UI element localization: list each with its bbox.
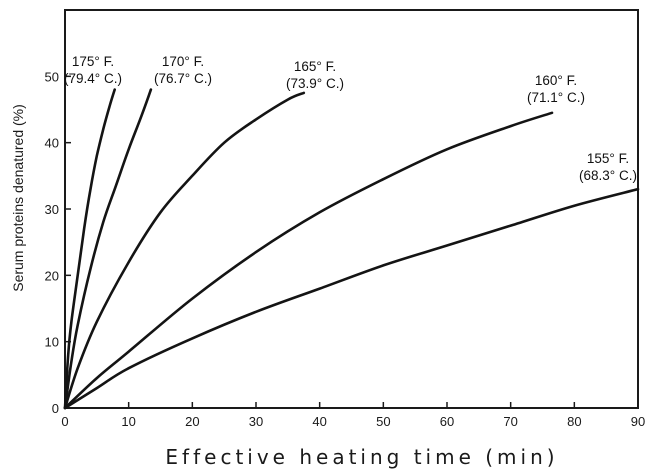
series-label-fahrenheit: 175° F. [72,54,114,69]
y-tick-label: 30 [45,202,59,217]
series-label-fahrenheit: 170° F. [162,54,204,69]
y-tick-label: 10 [45,335,59,350]
x-tick-label: 30 [249,414,263,429]
y-axis-label: Serum proteins denatured (%) [10,104,26,292]
y-tick-label: 50 [45,69,59,84]
x-tick-label: 60 [440,414,454,429]
y-tick-label: 40 [45,136,59,151]
series-label-celsius: (73.9° C.) [286,76,344,91]
x-tick-label: 70 [503,414,517,429]
series-label-celsius: (79.4° C.) [64,71,122,86]
y-tick-label: 20 [45,268,59,283]
series-label-fahrenheit: 160° F. [535,73,577,88]
x-tick-label: 20 [185,414,199,429]
x-tick-label: 80 [567,414,581,429]
y-tick-label: 0 [52,401,59,416]
x-tick-label: 0 [61,414,68,429]
series-label-fahrenheit: 155° F. [587,151,629,166]
series-line [63,111,554,410]
series-label-celsius: (76.7° C.) [154,71,212,86]
x-axis-label: Effective heating time (min) [165,445,558,469]
series-line [63,187,640,410]
x-tick-label: 40 [312,414,326,429]
series-line [63,88,116,410]
series-label-fahrenheit: 165° F. [294,59,336,74]
x-tick-label: 90 [631,414,645,429]
series-label-celsius: (68.3° C.) [579,168,637,183]
series-label-celsius: (71.1° C.) [527,90,585,105]
x-tick-label: 10 [121,414,135,429]
series-line [63,88,153,410]
series-line [63,91,306,410]
plot-frame [64,9,639,409]
x-tick-label: 50 [376,414,390,429]
